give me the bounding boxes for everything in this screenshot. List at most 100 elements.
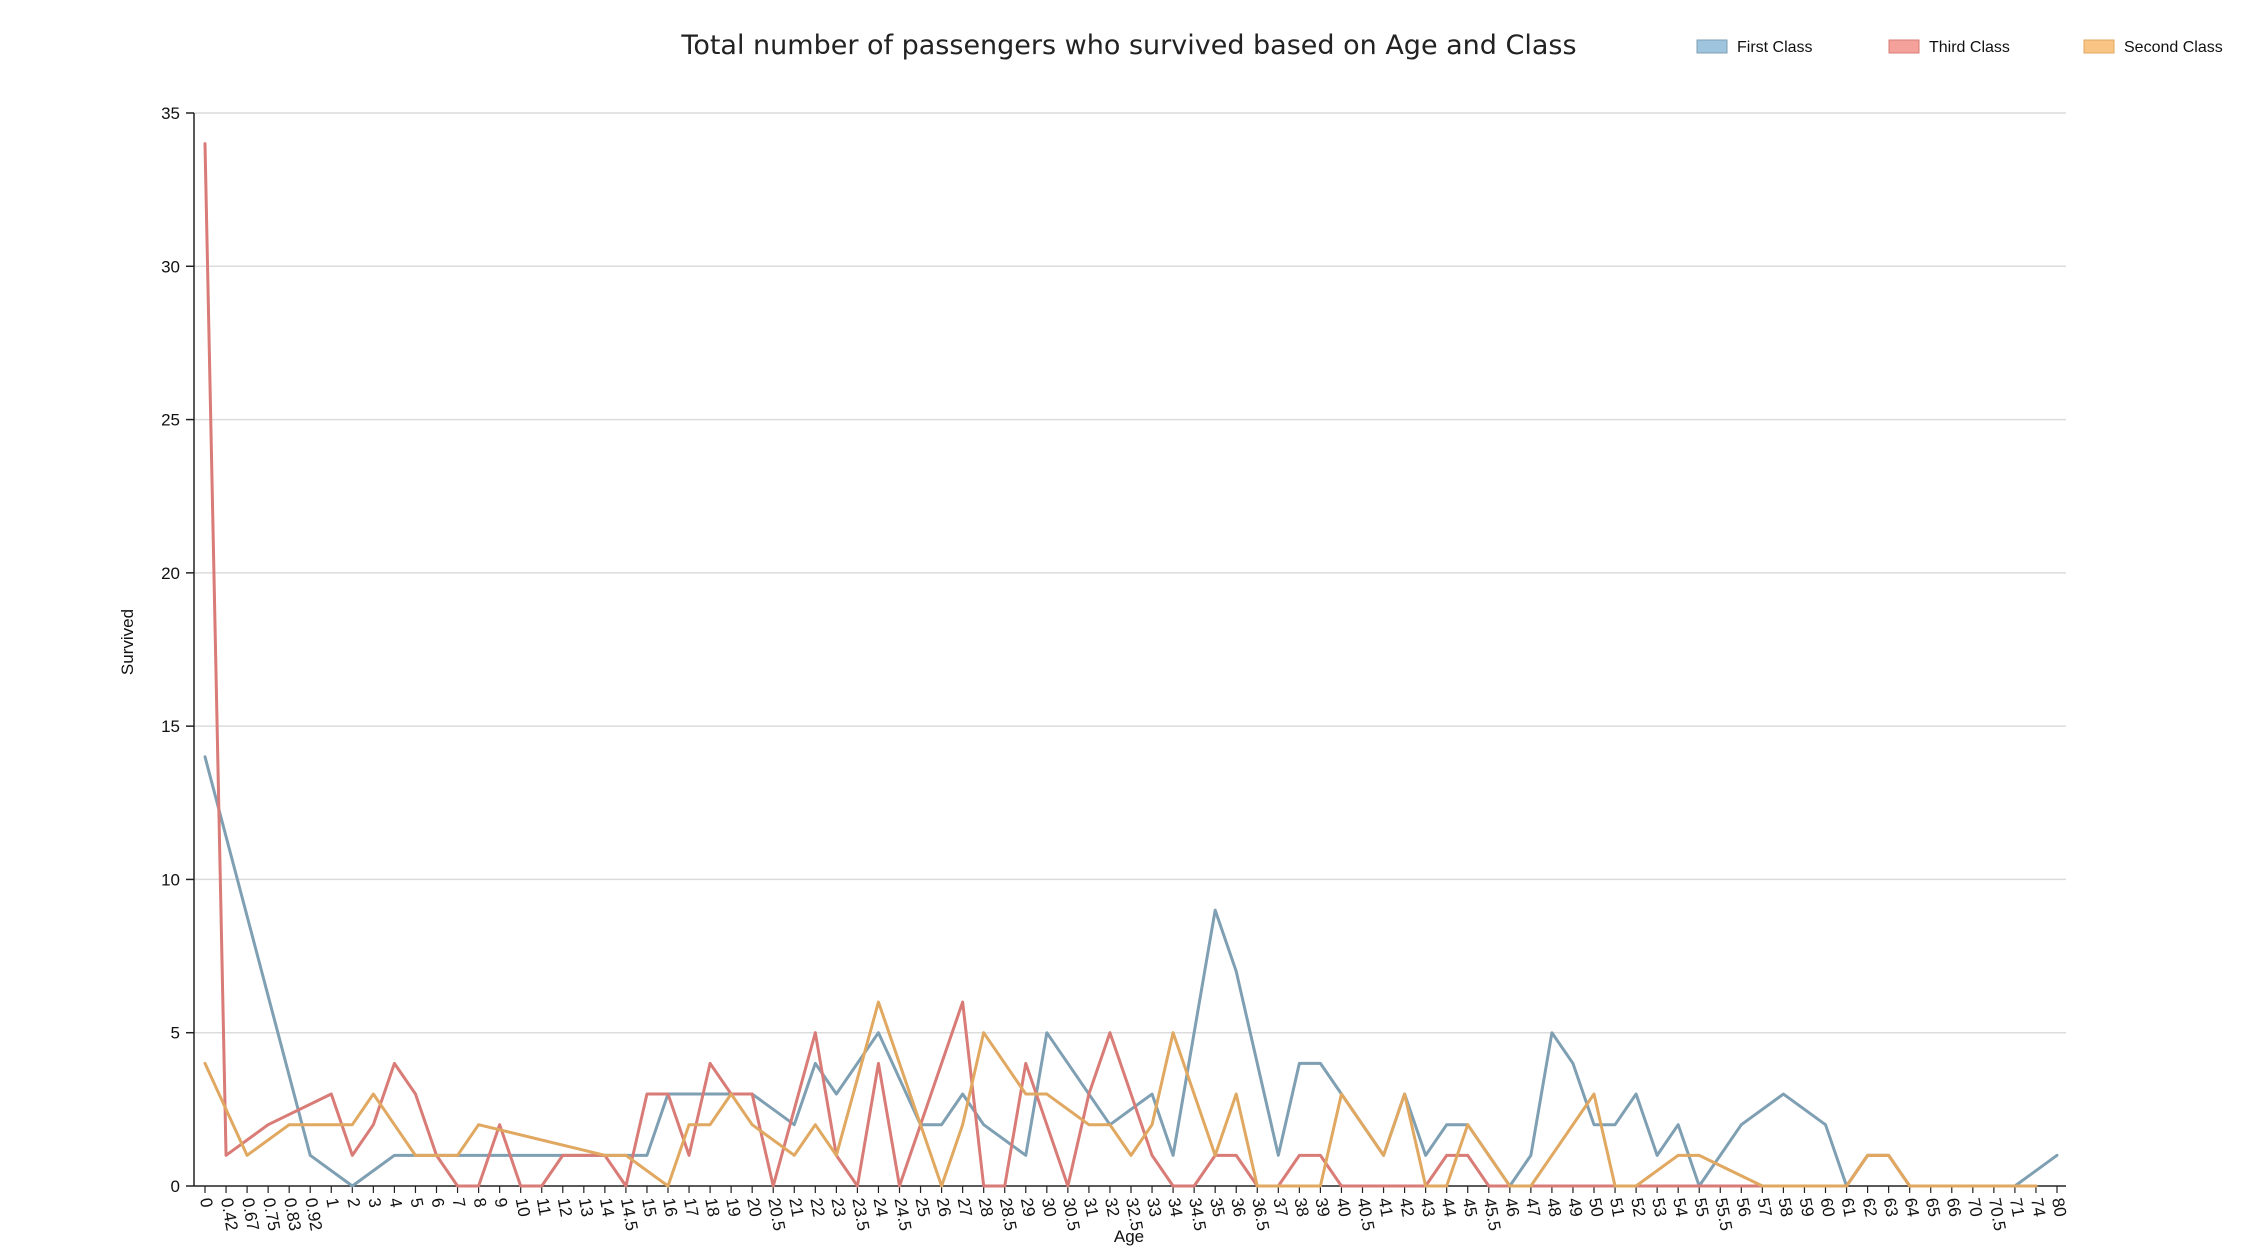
x-tick-label: 53 bbox=[1648, 1196, 1670, 1218]
x-tick-label: 14.5 bbox=[617, 1196, 641, 1232]
y-tick-label: 0 bbox=[171, 1177, 180, 1196]
x-tick-label: 70 bbox=[1964, 1196, 1986, 1218]
x-tick-label: 62 bbox=[1859, 1196, 1881, 1218]
x-tick-label: 32 bbox=[1101, 1196, 1123, 1218]
x-tick-label: 22 bbox=[806, 1196, 828, 1218]
x-tick-label: 34 bbox=[1164, 1196, 1186, 1218]
x-tick-label: 12 bbox=[554, 1196, 576, 1218]
x-tick-label: 31 bbox=[1080, 1196, 1102, 1218]
x-tick-label: 18 bbox=[701, 1196, 723, 1218]
x-tick-label: 6 bbox=[428, 1196, 448, 1209]
x-tick-label: 36 bbox=[1227, 1196, 1249, 1218]
x-tick-label: 37 bbox=[1269, 1196, 1291, 1218]
x-tick-label: 33 bbox=[1143, 1196, 1165, 1218]
x-tick-label: 48 bbox=[1543, 1196, 1565, 1218]
gridlines bbox=[194, 112, 2066, 1034]
x-tick-label: 30.5 bbox=[1059, 1196, 1083, 1232]
y-tick-label: 30 bbox=[161, 257, 180, 276]
y-tick-label: 5 bbox=[171, 1024, 180, 1043]
x-tick-label: 28.5 bbox=[996, 1196, 1020, 1232]
x-tick-label: 4 bbox=[385, 1196, 405, 1209]
x-axis-title: Age bbox=[1114, 1227, 1144, 1246]
legend-label-second-class: Second Class bbox=[2124, 39, 2223, 56]
x-tick-label: 21 bbox=[785, 1196, 807, 1218]
x-tick-label: 11 bbox=[533, 1196, 555, 1217]
x-tick-label: 19 bbox=[722, 1196, 744, 1218]
x-tick-label: 55 bbox=[1690, 1196, 1712, 1218]
x-tick-label: 71 bbox=[2006, 1196, 2028, 1218]
x-tick-label: 23 bbox=[827, 1196, 849, 1218]
x-tick-label: 66 bbox=[1943, 1196, 1965, 1218]
x-tick-label: 8 bbox=[470, 1196, 490, 1209]
x-tick-label: 3 bbox=[364, 1196, 384, 1209]
x-tick-label: 59 bbox=[1796, 1196, 1818, 1218]
x-tick-label: 26 bbox=[933, 1196, 955, 1218]
x-tick-label: 20.5 bbox=[764, 1196, 788, 1232]
x-tick-label: 1 bbox=[322, 1196, 342, 1209]
x-tick-label: 42 bbox=[1396, 1196, 1418, 1218]
series-line-first-class bbox=[203, 755, 2059, 1188]
x-tick-label: 50 bbox=[1585, 1196, 1607, 1218]
x-tick-label: 2 bbox=[343, 1196, 363, 1209]
x-tick-label: 64 bbox=[1901, 1196, 1923, 1218]
legend-swatch-third-class bbox=[1888, 39, 1920, 54]
x-tick-label: 58 bbox=[1774, 1196, 1796, 1218]
y-tick-label: 25 bbox=[161, 411, 180, 430]
x-tick-label: 63 bbox=[1880, 1196, 1902, 1218]
x-tick-label: 7 bbox=[449, 1196, 469, 1209]
x-tick-label: 52 bbox=[1627, 1196, 1649, 1218]
y-axis-title: Survived bbox=[118, 609, 137, 675]
y-tick-label: 15 bbox=[161, 717, 180, 736]
series-line-second-class bbox=[203, 1000, 2038, 1188]
x-tick-label: 24.5 bbox=[891, 1196, 915, 1232]
x-tick-label: 27 bbox=[954, 1196, 976, 1218]
legend-swatch-first-class bbox=[1696, 39, 1728, 54]
y-axis: 0 5 10 15 20 25 30 35 bbox=[161, 104, 195, 1196]
x-tick-label: 45 bbox=[1459, 1196, 1481, 1218]
x-tick-label: 40.5 bbox=[1354, 1196, 1378, 1232]
x-tick-label: 49 bbox=[1564, 1196, 1586, 1218]
x-tick-label: 57 bbox=[1753, 1196, 1775, 1218]
x-tick-label: 47 bbox=[1522, 1196, 1544, 1218]
x-tick-label: 9 bbox=[491, 1196, 511, 1209]
x-tick-label: 45.5 bbox=[1480, 1196, 1504, 1232]
series-lines bbox=[203, 142, 2059, 1188]
x-tick-label: 74 bbox=[2027, 1196, 2049, 1218]
x-tick-label: 40 bbox=[1333, 1196, 1355, 1218]
x-tick-label: 61 bbox=[1838, 1196, 1860, 1218]
x-tick-label: 41 bbox=[1375, 1196, 1397, 1218]
x-tick-label: 65 bbox=[1922, 1196, 1944, 1218]
y-tick-label: 35 bbox=[161, 104, 180, 123]
x-tick-label: 17 bbox=[680, 1196, 702, 1218]
x-tick-label: 14 bbox=[596, 1196, 618, 1218]
x-tick-label: 20 bbox=[743, 1196, 765, 1218]
x-tick-label: 54 bbox=[1669, 1196, 1691, 1218]
x-tick-label: 23.5 bbox=[848, 1196, 872, 1232]
x-tick-label: 70.5 bbox=[1985, 1196, 2009, 1232]
y-tick-label: 20 bbox=[161, 564, 180, 583]
x-tick-label: 56 bbox=[1732, 1196, 1754, 1218]
x-tick-label: 51 bbox=[1606, 1196, 1628, 1218]
x-tick-label: 43 bbox=[1417, 1196, 1439, 1218]
x-tick-label: 24 bbox=[870, 1196, 892, 1218]
legend-label-third-class: Third Class bbox=[1929, 39, 2010, 56]
series-line-third-class bbox=[203, 142, 2038, 1188]
legend-swatch-second-class bbox=[2083, 39, 2115, 54]
x-axis: 0 0.420.670.750.830.921 2 3 4 5 6 7 8 9 10 11 12 13 14… bbox=[194, 1185, 2070, 1232]
x-tick-label: 34.5 bbox=[1185, 1196, 1209, 1232]
y-tick-label: 10 bbox=[161, 870, 180, 889]
legend-label-first-class: First Class bbox=[1737, 39, 1813, 56]
x-tick-label: 60 bbox=[1817, 1196, 1839, 1218]
x-tick-label: 25 bbox=[912, 1196, 934, 1218]
x-tick-label: 55.5 bbox=[1711, 1196, 1735, 1232]
x-tick-label: 44 bbox=[1438, 1196, 1460, 1218]
x-tick-label: 10 bbox=[512, 1196, 534, 1218]
x-tick-label: 80 bbox=[2048, 1196, 2070, 1218]
x-tick-label: 36.5 bbox=[1248, 1196, 1272, 1232]
x-tick-label: 5 bbox=[407, 1196, 427, 1209]
legend: First Class Third Class Second Class bbox=[1696, 39, 2223, 56]
x-tick-label: 39 bbox=[1311, 1196, 1333, 1218]
x-tick-label: 0.42 bbox=[217, 1196, 241, 1232]
x-tick-label: 38 bbox=[1290, 1196, 1312, 1218]
x-tick-label: 0 bbox=[196, 1196, 216, 1209]
